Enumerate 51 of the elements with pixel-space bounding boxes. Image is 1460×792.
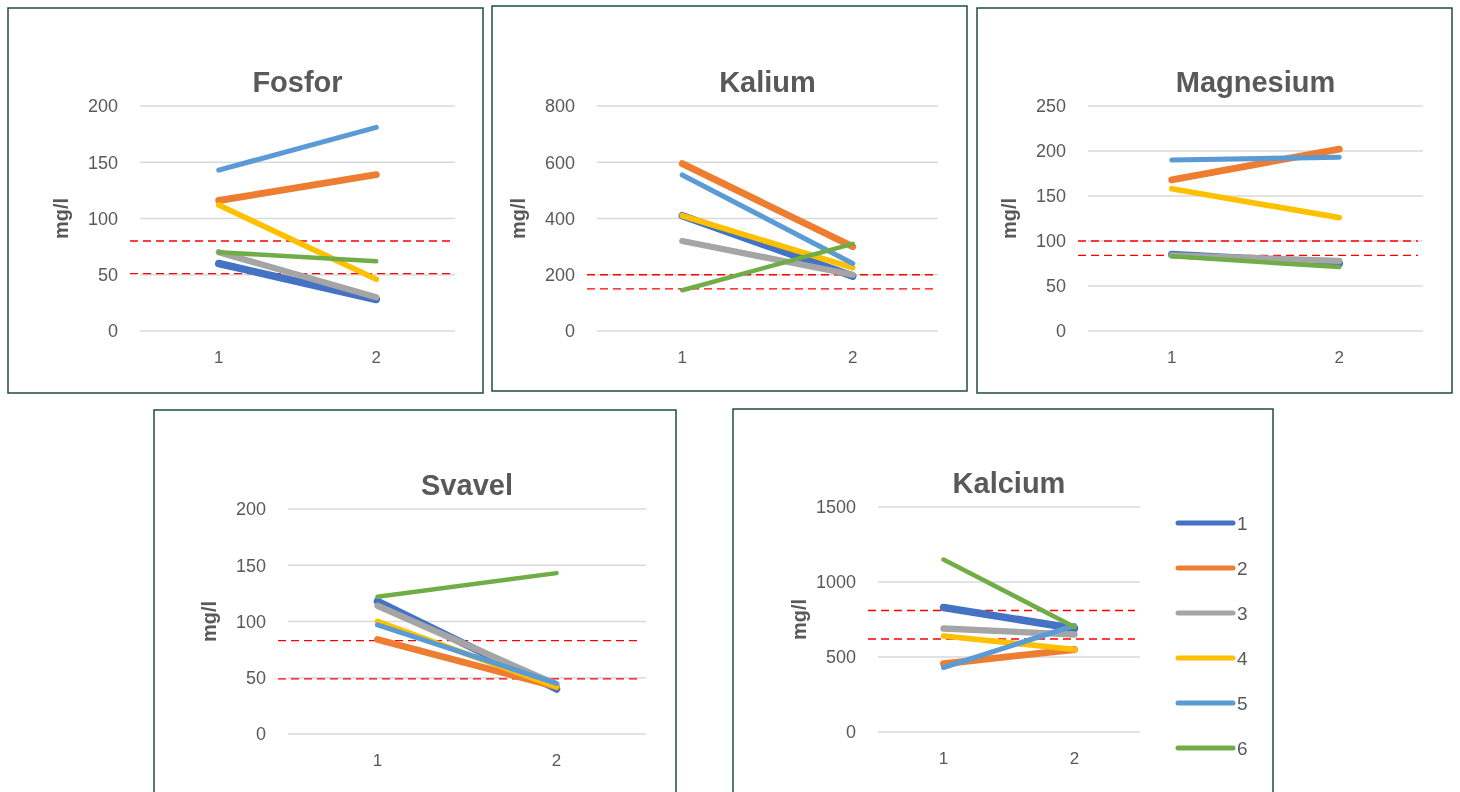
- y-tick-label: 100: [235, 611, 266, 632]
- y-tick-label: 1000: [815, 572, 856, 593]
- y-tick-label: 200: [235, 499, 266, 520]
- x-tick-label: 2: [1069, 749, 1080, 768]
- y-tick-label: 500: [825, 647, 856, 668]
- y-tick-label: 50: [1045, 276, 1066, 297]
- y-tick-label: 0: [255, 724, 266, 745]
- y-tick-label: 200: [87, 96, 118, 117]
- y-tick-label: 200: [1035, 141, 1066, 162]
- legend-label: 5: [1237, 692, 1248, 714]
- legend-label: 2: [1237, 557, 1248, 579]
- y-axis-title: mg/l: [507, 197, 529, 240]
- y-axis-title: mg/l: [788, 598, 810, 641]
- y-tick-label: 100: [1035, 231, 1066, 252]
- y-axis-title: mg/l: [50, 197, 72, 240]
- x-tick-label: 2: [1334, 348, 1344, 367]
- y-tick-label: 800: [544, 96, 575, 117]
- chart-title: Magnesium: [1175, 66, 1336, 98]
- chart-title: Fosfor: [252, 66, 343, 98]
- x-tick-label: 2: [551, 751, 562, 770]
- y-tick-label: 150: [87, 152, 118, 173]
- x-tick-label: 1: [938, 749, 949, 768]
- chart-title: Svavel: [421, 469, 513, 501]
- y-tick-label: 1500: [815, 497, 856, 518]
- y-axis-title: mg/l: [998, 197, 1020, 240]
- chart-title: Kalium: [719, 66, 816, 98]
- y-axis-title: mg/l: [198, 600, 220, 643]
- y-tick-label: 150: [1035, 186, 1066, 207]
- x-tick-label: 1: [372, 751, 383, 770]
- legend-label: 1: [1237, 512, 1248, 534]
- chart-title: Kalcium: [952, 467, 1066, 499]
- x-tick-label: 1: [677, 348, 687, 367]
- y-tick-label: 200: [544, 265, 575, 286]
- legend-label: 4: [1237, 647, 1248, 669]
- x-tick-label: 1: [1167, 348, 1177, 367]
- y-tick-label: 0: [1055, 321, 1066, 342]
- x-tick-label: 1: [214, 348, 224, 367]
- y-tick-label: 0: [107, 321, 118, 342]
- y-tick-label: 250: [1035, 96, 1066, 117]
- y-tick-label: 50: [97, 265, 118, 286]
- legend-label: 6: [1237, 737, 1248, 759]
- legend-label: 3: [1237, 602, 1248, 624]
- y-tick-label: 150: [235, 555, 266, 576]
- y-tick-label: 0: [845, 722, 856, 743]
- y-tick-label: 50: [245, 668, 266, 689]
- y-tick-label: 100: [87, 208, 118, 229]
- x-tick-label: 2: [371, 348, 381, 367]
- y-tick-label: 0: [564, 321, 575, 342]
- x-tick-label: 2: [848, 348, 858, 367]
- y-tick-label: 600: [544, 152, 575, 173]
- y-tick-label: 400: [544, 208, 575, 229]
